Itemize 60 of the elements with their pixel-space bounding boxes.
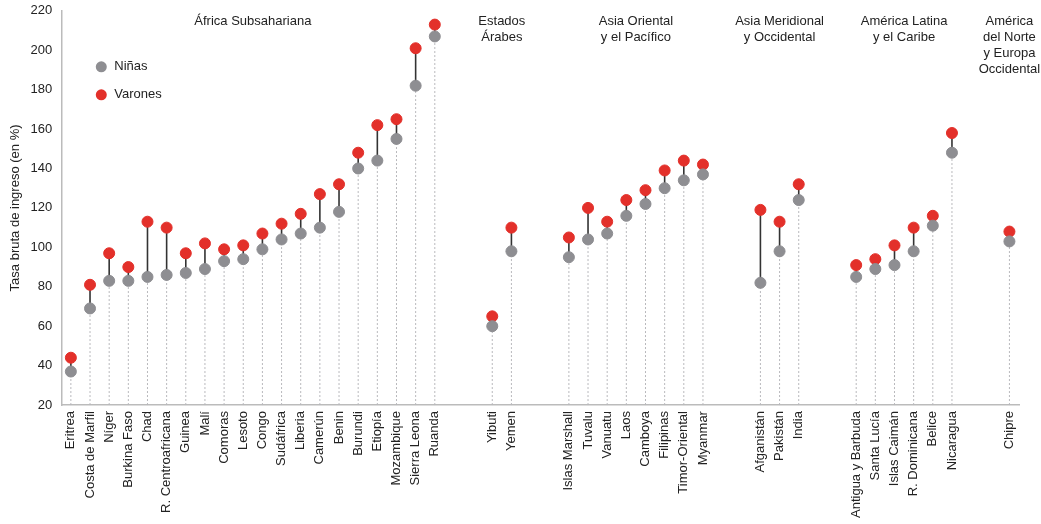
x-tick-label: Antigua y Barbuda — [847, 410, 863, 518]
x-tick-label: Camerún — [311, 411, 327, 465]
x-tick-label: Sierra Leona — [407, 410, 423, 486]
y-tick-label: 120 — [30, 199, 53, 215]
y-tick-label: 20 — [37, 396, 53, 412]
y-tick-label: 200 — [30, 41, 53, 57]
x-tick-label: Benin — [330, 411, 346, 445]
y-tick-label: 80 — [37, 278, 53, 294]
x-tick-label: Congo — [253, 411, 269, 450]
x-tick-label: Guinea — [177, 410, 193, 453]
x-tick-label: Islas Marshall — [560, 410, 576, 491]
annotation: América Latina y el Caribe — [860, 12, 949, 44]
y-axis-title: Tasa bruta de ingreso (en %) — [7, 124, 23, 292]
x-tick-label: Belice — [924, 411, 940, 447]
legend-label: Niñas — [114, 58, 149, 74]
x-tick-label: Sudáfrica — [273, 410, 289, 466]
legend-label: Varones — [114, 86, 163, 102]
x-tick-label: Burundi — [349, 410, 365, 456]
x-tick-label: Nicaragua — [943, 410, 959, 471]
annotation: Estados Árabes — [478, 12, 526, 44]
x-tick-label: R. Dominicana — [905, 410, 921, 497]
y-tick-label: 40 — [37, 357, 53, 373]
x-tick-label: Níger — [100, 410, 116, 443]
x-tick-label: Camboya — [637, 410, 653, 467]
x-tick-label: Yibuti — [483, 410, 499, 444]
x-tick-label: Eritrea — [62, 410, 78, 450]
x-tick-label: Islas Caimán — [886, 411, 902, 487]
x-tick-label: India — [790, 410, 806, 440]
x-tick-label: Mozambique — [388, 411, 404, 486]
x-tick-label: Costa de Marfil — [81, 410, 97, 499]
annotation: Asia Oriental y el Pacífico — [598, 12, 674, 44]
x-tick-label: Filipinas — [656, 410, 672, 459]
x-tick-label: Vanuatu — [598, 411, 614, 459]
x-tick-label: Yemen — [502, 411, 518, 452]
annotation: Asia Meridional y Occidental — [735, 12, 825, 44]
x-tick-label: Lesoto — [234, 411, 250, 451]
y-tick-label: 180 — [30, 81, 53, 97]
x-tick-label: Santa Lucía — [866, 410, 882, 481]
x-tick-label: Chad — [139, 411, 155, 443]
x-tick-label: R. Centroafricana — [158, 410, 174, 513]
x-tick-label: Burkina Faso — [119, 411, 135, 488]
x-tick-label: Myanmar — [694, 410, 710, 466]
annotation: América del Norte y Europa Occidental — [978, 12, 1041, 76]
x-tick-label: Laos — [617, 410, 633, 440]
x-tick-label: Afganistán — [752, 411, 767, 473]
x-tick-label: Liberia — [292, 410, 308, 451]
y-tick-label: 100 — [30, 238, 53, 254]
x-tick-label: Chipre — [1001, 411, 1016, 450]
x-tick-label: Comoras — [215, 410, 231, 464]
y-tick-label: 160 — [30, 120, 53, 136]
x-tick-label: Timor-Oriental — [675, 410, 691, 494]
x-tick-label: Etiopía — [368, 410, 384, 452]
x-tick-label: Ruanda — [426, 410, 442, 457]
annotation: África Subsahariana — [194, 12, 313, 28]
y-tick-label: 220 — [30, 2, 53, 18]
x-tick-label: Malí — [196, 410, 212, 436]
x-tick-label: Pakistán — [771, 411, 787, 461]
x-tick-label: Tuvalu — [579, 411, 595, 450]
y-tick-label: 140 — [30, 160, 53, 176]
y-tick-label: 60 — [37, 317, 53, 333]
